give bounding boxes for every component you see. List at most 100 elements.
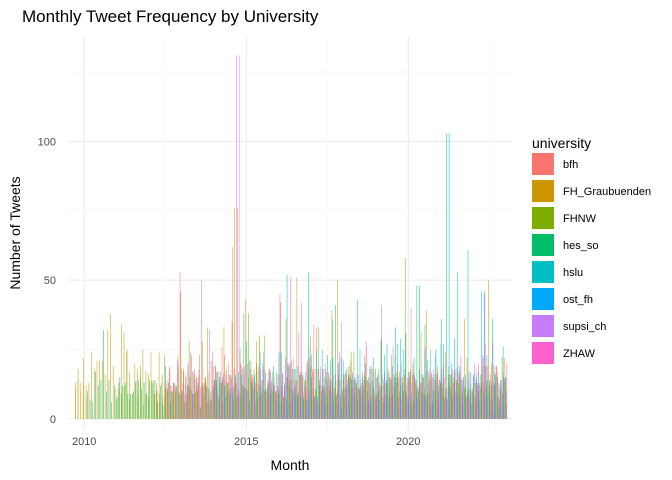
bar-ZHAW bbox=[312, 368, 313, 419]
bar-hslu bbox=[486, 355, 488, 419]
bar-supsi_ch bbox=[260, 368, 262, 419]
bar-ZHAW bbox=[166, 382, 167, 419]
bar-FH_Graubuenden bbox=[264, 391, 265, 419]
bar-supsi_ch bbox=[479, 382, 480, 419]
y-axis-ticks: 0 50 100 bbox=[38, 136, 56, 425]
bar-ost_fh bbox=[292, 391, 294, 419]
bar-FH_Graubuenden bbox=[453, 382, 454, 419]
bar-supsi_ch bbox=[492, 341, 494, 419]
bar-FH_Graubuenden bbox=[226, 368, 227, 419]
legend-label-hes_so: hes_so bbox=[563, 240, 598, 252]
bar-FHNW bbox=[440, 382, 441, 419]
bar-hslu bbox=[332, 357, 334, 419]
bar-FH_Graubuenden bbox=[212, 366, 214, 419]
bar-ZHAW bbox=[298, 332, 300, 419]
legend-label-ost_fh: ost_fh bbox=[563, 294, 593, 306]
bar-supsi_ch bbox=[279, 374, 280, 419]
bar-hes_so bbox=[176, 385, 177, 419]
bar-ZHAW bbox=[495, 366, 497, 419]
bar-FH_Graubuenden bbox=[342, 388, 344, 419]
bar-ZHAW bbox=[452, 382, 454, 419]
bar-ZHAW bbox=[282, 374, 283, 419]
bar-hslu bbox=[378, 368, 380, 419]
bar-ZHAW bbox=[501, 380, 502, 419]
bar-hes_so bbox=[106, 391, 107, 419]
bar-supsi_ch bbox=[336, 402, 337, 419]
bar-ZHAW bbox=[417, 385, 419, 419]
bar-FHNW bbox=[188, 341, 190, 419]
bar-hslu bbox=[251, 391, 253, 419]
bar-FHNW bbox=[407, 402, 409, 419]
bar-FHNW bbox=[161, 374, 163, 419]
bar-FH_Graubuenden bbox=[385, 382, 387, 419]
bar-supsi_ch bbox=[190, 352, 191, 419]
bar-bfh bbox=[167, 380, 169, 419]
bar-hslu bbox=[502, 346, 504, 419]
bar-hslu bbox=[365, 363, 366, 419]
legend-key-ZHAW bbox=[532, 342, 554, 364]
bar-ZHAW bbox=[352, 388, 354, 419]
bar-ost_fh bbox=[319, 407, 321, 419]
bar-FHNW bbox=[386, 380, 387, 419]
bar-FH_Graubuenden bbox=[412, 363, 414, 419]
bar-ZHAW bbox=[322, 385, 324, 419]
bar-hslu bbox=[289, 363, 291, 419]
bar-hslu bbox=[424, 349, 426, 419]
bar-hslu bbox=[238, 371, 239, 419]
bar-FHNW bbox=[148, 396, 149, 419]
bar-ost_fh bbox=[476, 380, 477, 419]
bar-FHNW bbox=[342, 374, 344, 419]
bar-FH_Graubuenden bbox=[77, 368, 79, 419]
bar-FHNW bbox=[272, 391, 274, 419]
bar-FHNW bbox=[326, 380, 328, 419]
bar-hslu bbox=[435, 355, 436, 419]
bar-ost_fh bbox=[492, 410, 493, 419]
x-axis-title: Month bbox=[271, 457, 310, 473]
bar-FH_Graubuenden bbox=[107, 330, 109, 419]
bar-FHNW bbox=[456, 382, 457, 419]
bar-hes_so bbox=[111, 402, 113, 419]
bar-supsi_ch bbox=[287, 363, 289, 419]
bar-ZHAW bbox=[420, 382, 421, 419]
bar-ZHAW bbox=[382, 396, 383, 419]
bar-bfh bbox=[156, 391, 158, 419]
bar-hslu bbox=[294, 368, 296, 419]
bar-supsi_ch bbox=[484, 294, 486, 419]
bar-hes_so bbox=[130, 393, 131, 419]
bar-ZHAW bbox=[290, 277, 292, 419]
legend-key-FH_Graubuenden bbox=[532, 180, 554, 202]
bar-hes_so bbox=[173, 382, 175, 419]
bar-FHNW bbox=[264, 335, 266, 419]
bar-hes_so bbox=[162, 405, 164, 419]
bar-FHNW bbox=[142, 405, 144, 419]
bar-bfh bbox=[205, 377, 207, 419]
bar-supsi_ch bbox=[503, 377, 505, 419]
bar-hes_so bbox=[141, 388, 142, 419]
bar-FHNW bbox=[196, 391, 198, 419]
bar-ZHAW bbox=[214, 366, 216, 419]
bar-ost_fh bbox=[486, 396, 488, 419]
bar-ZHAW bbox=[455, 391, 456, 419]
bar-hes_so bbox=[187, 385, 188, 419]
bar-hes_so bbox=[184, 402, 185, 419]
bar-FHNW bbox=[237, 393, 239, 419]
bar-FHNW bbox=[226, 382, 228, 419]
bar-ZHAW bbox=[374, 393, 375, 419]
bar-hslu bbox=[308, 271, 309, 419]
bar-supsi_ch bbox=[284, 385, 286, 419]
bar-FHNW bbox=[480, 374, 482, 419]
bar-ZHAW bbox=[317, 402, 319, 419]
bar-supsi_ch bbox=[322, 388, 324, 419]
bar-ost_fh bbox=[281, 391, 283, 419]
bar-FHNW bbox=[350, 352, 352, 419]
bar-FHNW bbox=[337, 391, 338, 419]
bar-ZHAW bbox=[371, 396, 373, 419]
bar-ZHAW bbox=[436, 374, 437, 419]
bar-supsi_ch bbox=[373, 371, 375, 419]
bar-ZHAW bbox=[460, 355, 462, 419]
bar-FHNW bbox=[361, 393, 363, 419]
bar-FH_Graubuenden bbox=[250, 360, 252, 419]
bar-hslu bbox=[327, 355, 328, 419]
bar-FHNW bbox=[164, 396, 166, 419]
bar-FH_Graubuenden bbox=[253, 388, 254, 419]
